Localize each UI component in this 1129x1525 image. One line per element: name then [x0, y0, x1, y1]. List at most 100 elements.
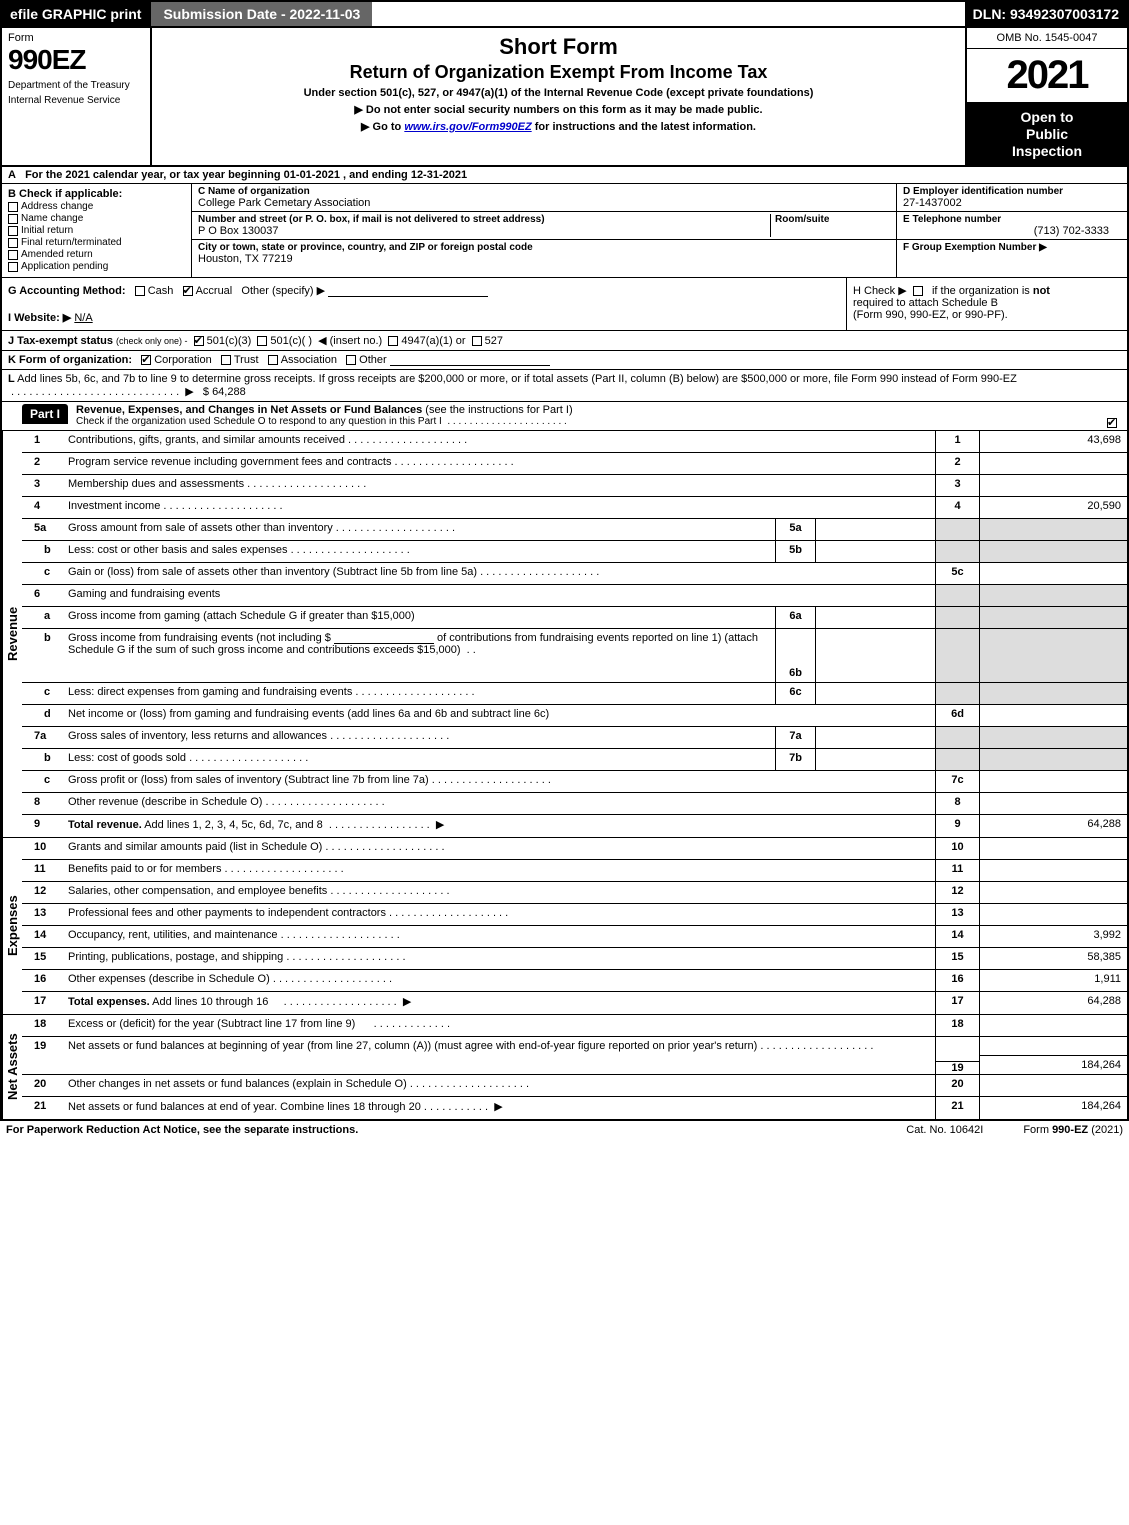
- l21-desc: Net assets or fund balances at end of ye…: [64, 1097, 935, 1119]
- J-a1: 4947(a)(1) or: [401, 335, 465, 347]
- revenue-vlabel: Revenue: [2, 431, 22, 837]
- l5c-rv: [979, 563, 1127, 584]
- K-other: Other: [359, 354, 387, 366]
- I-value: N/A: [74, 312, 92, 324]
- cb-501c[interactable]: [257, 336, 267, 346]
- H-text3: required to attach Schedule B: [853, 297, 998, 309]
- cb-H[interactable]: [913, 286, 923, 296]
- l15-desc: Printing, publications, postage, and shi…: [64, 948, 935, 969]
- tax-year: 2021: [967, 49, 1127, 103]
- E-tel-value: (713) 702-3333: [903, 225, 1121, 237]
- cb-accrual[interactable]: [183, 286, 193, 296]
- l11-rl: 11: [935, 860, 979, 881]
- l15-rl: 15: [935, 948, 979, 969]
- C-city-value: Houston, TX 77219: [198, 253, 890, 265]
- part1-title-wrap: Revenue, Expenses, and Changes in Net As…: [72, 402, 1127, 430]
- cb-assoc[interactable]: [268, 355, 278, 365]
- l6c-rl: [935, 683, 979, 704]
- l7b-num: b: [22, 749, 64, 770]
- l5b-mv: [815, 541, 935, 562]
- l14-num: 14: [22, 926, 64, 947]
- l11-rv: [979, 860, 1127, 881]
- goto-post: for instructions and the latest informat…: [532, 121, 756, 133]
- l7b-rl: [935, 749, 979, 770]
- l7c-desc: Gross profit or (loss) from sales of inv…: [64, 771, 935, 792]
- l1-rl: 1: [935, 431, 979, 452]
- l9-desc: Total revenue. Add lines 1, 2, 3, 4, 5c,…: [64, 815, 935, 837]
- revenue-section: Revenue 1 Contributions, gifts, grants, …: [0, 431, 1129, 838]
- H-not: not: [1033, 285, 1050, 297]
- line-21: 21 Net assets or fund balances at end of…: [22, 1097, 1127, 1119]
- line-5a: 5a Gross amount from sale of assets othe…: [22, 519, 1127, 541]
- l17-rl: 17: [935, 992, 979, 1014]
- K-other-input[interactable]: [390, 354, 550, 366]
- under-section-text: Under section 501(c), 527, or 4947(a)(1)…: [160, 87, 957, 99]
- line-6b: b Gross income from fundraising events (…: [22, 629, 1127, 683]
- l7a-mv: [815, 727, 935, 748]
- l6-num: 6: [22, 585, 64, 606]
- l6-rv: [979, 585, 1127, 606]
- cb-amended-return[interactable]: Amended return: [8, 249, 185, 260]
- cb-other-org[interactable]: [346, 355, 356, 365]
- cb-name-change[interactable]: Name change: [8, 213, 185, 224]
- l12-rl: 12: [935, 882, 979, 903]
- l18-desc: Excess or (deficit) for the year (Subtra…: [64, 1015, 935, 1036]
- checkbox-icon[interactable]: [8, 238, 18, 248]
- checkbox-icon[interactable]: [8, 226, 18, 236]
- cb-corp[interactable]: [141, 355, 151, 365]
- l4-rl: 4: [935, 497, 979, 518]
- L-text: L Add lines 5b, 6c, and 7b to line 9 to …: [8, 373, 1017, 398]
- l7c-rv: [979, 771, 1127, 792]
- cb-final-return[interactable]: Final return/terminated: [8, 237, 185, 248]
- part1-check-text: Check if the organization used Schedule …: [76, 416, 442, 427]
- checkbox-icon[interactable]: [8, 214, 18, 224]
- C-street-label: Number and street (or P. O. box, if mail…: [198, 214, 770, 225]
- checkbox-icon[interactable]: [8, 250, 18, 260]
- l15-rv: 58,385: [979, 948, 1127, 969]
- G-other-input[interactable]: [328, 285, 488, 297]
- col-GI: G Accounting Method: Cash Accrual Other …: [2, 278, 847, 330]
- line-7a: 7a Gross sales of inventory, less return…: [22, 727, 1127, 749]
- cb-cash[interactable]: [135, 286, 145, 296]
- G-label: G Accounting Method:: [8, 285, 126, 297]
- C-name-cell: C Name of organization College Park Ceme…: [192, 184, 896, 212]
- G-other: Other (specify) ▶: [241, 285, 325, 297]
- G-accrual: Accrual: [196, 285, 233, 297]
- C-name-value: College Park Cemetary Association: [198, 197, 890, 209]
- l21-rl: 21: [935, 1097, 979, 1119]
- efile-print-label[interactable]: efile GRAPHIC print: [2, 2, 151, 26]
- l14-rv: 3,992: [979, 926, 1127, 947]
- line-19: 19 Net assets or fund balances at beginn…: [22, 1037, 1127, 1075]
- cb-address-change[interactable]: Address change: [8, 201, 185, 212]
- l8-desc: Other revenue (describe in Schedule O): [64, 793, 935, 814]
- l6b-mv: [815, 629, 935, 682]
- checkbox-icon[interactable]: [8, 202, 18, 212]
- irs-link[interactable]: www.irs.gov/Form990EZ: [404, 121, 531, 133]
- I-line: I Website: ▶ N/A: [8, 311, 840, 324]
- cb-4947[interactable]: [388, 336, 398, 346]
- D-ein-label: D Employer identification number: [903, 186, 1121, 197]
- l13-rl: 13: [935, 904, 979, 925]
- cb-application-pending[interactable]: Application pending: [8, 261, 185, 272]
- row-GH: G Accounting Method: Cash Accrual Other …: [0, 278, 1129, 331]
- cb-trust[interactable]: [221, 355, 231, 365]
- cb-initial-return[interactable]: Initial return: [8, 225, 185, 236]
- l19-desc: Net assets or fund balances at beginning…: [64, 1037, 935, 1074]
- l5a-mv: [815, 519, 935, 540]
- cb-501c3[interactable]: [194, 336, 204, 346]
- l6a-mv: [815, 607, 935, 628]
- B-amend-label: Amended return: [21, 249, 93, 260]
- checkbox-icon[interactable]: [8, 262, 18, 272]
- line-14: 14 Occupancy, rent, utilities, and maint…: [22, 926, 1127, 948]
- L-amount: $ 64,288: [203, 386, 246, 398]
- cb-part1-schedO[interactable]: [1107, 418, 1117, 428]
- line-12: 12 Salaries, other compensation, and emp…: [22, 882, 1127, 904]
- open2: Public: [1026, 126, 1068, 142]
- l16-desc: Other expenses (describe in Schedule O): [64, 970, 935, 991]
- dept-irs: Internal Revenue Service: [8, 95, 144, 106]
- l3-rl: 3: [935, 475, 979, 496]
- l6b-amount-input[interactable]: [334, 632, 434, 644]
- cb-527[interactable]: [472, 336, 482, 346]
- expenses-body: 10 Grants and similar amounts paid (list…: [22, 838, 1127, 1014]
- l6c-mv: [815, 683, 935, 704]
